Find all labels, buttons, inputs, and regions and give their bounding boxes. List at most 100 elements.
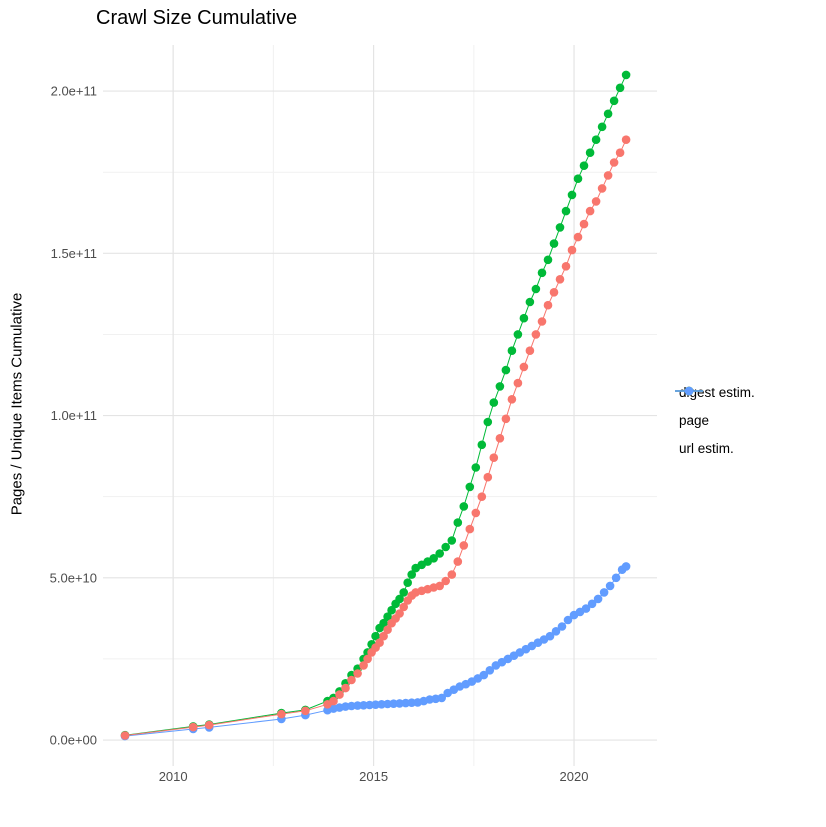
digest-estim-point bbox=[555, 275, 565, 284]
page-point bbox=[585, 148, 595, 157]
page-point bbox=[453, 518, 463, 527]
url-estim-point bbox=[437, 693, 447, 703]
url-estim-point bbox=[557, 622, 567, 631]
digest-estim-point bbox=[363, 654, 372, 664]
y-tick-label: 5.0e+10 bbox=[50, 570, 97, 585]
y-tick-label: 1.5e+11 bbox=[51, 246, 97, 261]
digest-estim-point bbox=[513, 378, 523, 388]
digest-estim-point bbox=[435, 581, 445, 591]
page-point bbox=[591, 135, 601, 144]
digest-estim-point bbox=[277, 709, 286, 719]
page-point bbox=[429, 554, 439, 563]
page-point bbox=[609, 96, 619, 106]
page-point bbox=[471, 463, 481, 472]
url-estim-point bbox=[621, 562, 631, 571]
y-axis-labels: 0.0e+00 5.0e+10 1.0e+11 1.5e+11 2.0e+11 bbox=[50, 84, 97, 748]
digest-estim-point bbox=[301, 706, 310, 716]
page-point bbox=[597, 122, 607, 132]
page-point bbox=[567, 190, 577, 200]
digest-estim-point bbox=[188, 722, 198, 732]
digest-estim-point bbox=[519, 362, 529, 372]
x-tick-label: 2015 bbox=[359, 769, 388, 784]
digest-estim-point bbox=[471, 508, 481, 518]
page-point bbox=[561, 206, 571, 216]
digest-estim-point bbox=[447, 570, 457, 579]
page-point bbox=[477, 440, 487, 450]
url-estim-point bbox=[605, 581, 615, 591]
page-point bbox=[447, 536, 457, 545]
page-point bbox=[495, 382, 505, 391]
digest-estim-point bbox=[501, 414, 511, 424]
digest-estim-point bbox=[329, 696, 338, 706]
digest-estim-point bbox=[204, 720, 214, 730]
page-point bbox=[403, 578, 413, 587]
legend: digest estim. page url estim. bbox=[672, 383, 755, 457]
digest-estim-point bbox=[591, 197, 601, 206]
page-point bbox=[387, 605, 396, 615]
url-estim-point bbox=[587, 599, 597, 609]
page-point bbox=[395, 594, 404, 604]
digest-estim-point bbox=[395, 609, 404, 618]
page-point bbox=[525, 297, 535, 307]
page-point bbox=[399, 588, 409, 597]
x-tick-label: 2010 bbox=[159, 769, 188, 784]
page-point bbox=[603, 109, 613, 119]
digest-estim-point bbox=[495, 434, 505, 443]
digest-estim-point bbox=[531, 330, 541, 339]
page-point bbox=[489, 398, 499, 407]
digest-estim-point bbox=[453, 557, 463, 566]
digest-estim-point bbox=[335, 690, 344, 699]
digest-estim-point bbox=[359, 661, 368, 670]
digest-estim-point bbox=[615, 148, 625, 157]
digest-estim-point bbox=[477, 492, 487, 502]
digest-estim-point bbox=[353, 669, 362, 678]
url-estim-point bbox=[551, 627, 561, 636]
digest-estim-point bbox=[573, 232, 583, 242]
page-point bbox=[573, 174, 583, 183]
page-point bbox=[407, 570, 417, 579]
digest-estim-point bbox=[379, 631, 388, 641]
page-point bbox=[483, 417, 493, 427]
page-point bbox=[371, 631, 380, 641]
digest-estim-point bbox=[537, 317, 547, 326]
y-tick-label: 2.0e+11 bbox=[51, 84, 97, 99]
y-tick-label: 1.0e+11 bbox=[51, 408, 97, 423]
digest-estim-point bbox=[120, 731, 130, 740]
legend-item-url-estim: url estim. bbox=[672, 386, 755, 457]
page-point bbox=[621, 70, 631, 80]
digest-estim-point bbox=[507, 395, 517, 404]
digest-estim-point bbox=[347, 675, 356, 685]
digest-estim-point bbox=[375, 638, 384, 647]
digest-estim-point bbox=[483, 472, 493, 482]
page-point bbox=[383, 612, 392, 621]
legend-label-page: page bbox=[679, 412, 710, 428]
page-point bbox=[501, 365, 511, 375]
digest-estim-point bbox=[489, 453, 499, 463]
url-estim-point bbox=[593, 594, 603, 604]
series-page bbox=[120, 70, 631, 740]
digest-estim-point bbox=[597, 184, 607, 193]
digest-estim-point bbox=[603, 171, 613, 180]
page-point bbox=[543, 255, 553, 265]
page-point bbox=[379, 618, 388, 628]
digest-estim-point bbox=[609, 158, 619, 167]
page-point bbox=[513, 330, 523, 339]
page-point bbox=[537, 268, 547, 278]
legend-item-page: page bbox=[672, 386, 755, 429]
url-estim-point bbox=[563, 615, 573, 625]
page-point bbox=[615, 83, 625, 93]
grid-major bbox=[103, 45, 657, 766]
page-point bbox=[555, 223, 565, 232]
legend-label-digest-estim: digest estim. bbox=[679, 384, 755, 400]
chart-title: Crawl Size Cumulative bbox=[96, 7, 298, 29]
digest-estim-point bbox=[621, 135, 631, 144]
legend-key-url-icon bbox=[675, 386, 703, 396]
digest-estim-point bbox=[561, 262, 571, 271]
y-axis-title: Pages / Unique Items Cumulative bbox=[8, 292, 26, 516]
page-point bbox=[549, 239, 559, 248]
page-point bbox=[459, 502, 469, 511]
digest-estim-point bbox=[579, 219, 589, 229]
digest-estim-point bbox=[399, 602, 409, 612]
